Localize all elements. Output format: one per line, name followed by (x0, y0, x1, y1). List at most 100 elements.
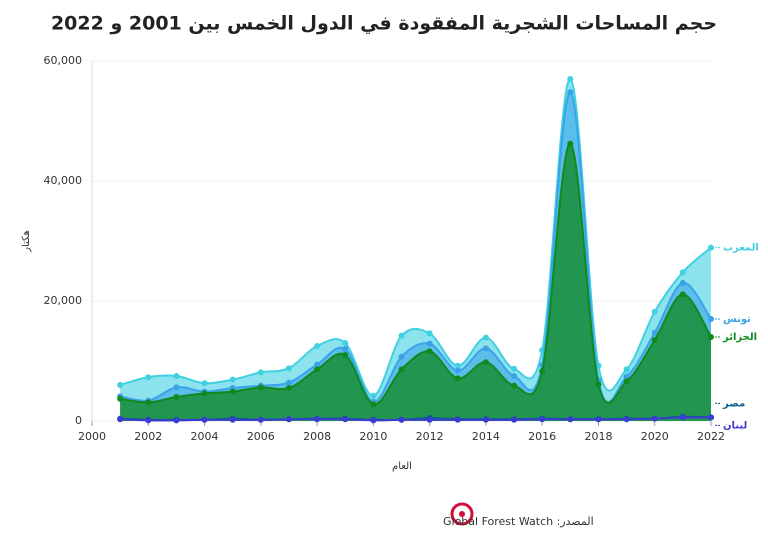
point (426, 330, 433, 337)
point (398, 353, 405, 360)
point (511, 365, 518, 372)
point (708, 334, 714, 340)
y-tick-label: 20,000 (44, 294, 83, 307)
point (342, 340, 349, 346)
point (567, 416, 574, 423)
x-tick-label: 2012 (416, 430, 444, 443)
point (511, 373, 518, 379)
point (708, 244, 714, 251)
point (173, 384, 180, 391)
x-tick-label: 2022 (697, 430, 725, 443)
y-tick-label: 60,000 (44, 54, 83, 67)
point (314, 366, 321, 373)
point (511, 416, 518, 423)
point (679, 280, 686, 286)
area (120, 143, 712, 421)
point (229, 416, 236, 423)
x-tick-label: 2006 (247, 430, 275, 443)
legend-label: الجزائر (722, 332, 757, 343)
point (651, 415, 658, 422)
point (651, 329, 658, 336)
point (679, 291, 686, 298)
point (679, 269, 686, 276)
point (454, 362, 461, 369)
point (511, 382, 518, 389)
point (285, 385, 292, 391)
point (314, 416, 321, 423)
x-axis-label: العام (392, 461, 412, 472)
point (623, 378, 630, 385)
point (342, 416, 349, 423)
legend-label: تونس (723, 314, 751, 325)
point (567, 140, 574, 147)
point (454, 416, 461, 423)
point (257, 384, 264, 391)
point (454, 367, 461, 374)
point (173, 394, 180, 400)
point (145, 399, 152, 406)
point (145, 417, 152, 424)
point (567, 76, 574, 82)
point (708, 414, 714, 421)
point (651, 337, 658, 343)
point (454, 375, 461, 382)
y-tick-label: 40,000 (44, 174, 83, 187)
point (539, 368, 546, 375)
legend-label: المغرب (723, 243, 759, 254)
point (426, 416, 433, 423)
point (623, 366, 630, 373)
point (398, 366, 405, 373)
point (595, 381, 602, 388)
point (539, 416, 546, 423)
x-tick-label: 2010 (359, 430, 387, 443)
point (623, 416, 630, 423)
point (482, 345, 489, 352)
x-tick-label: 2002 (134, 430, 162, 443)
point (117, 395, 124, 402)
point (623, 373, 630, 380)
y-axis-label: هكتار (21, 230, 32, 253)
point (482, 334, 489, 341)
chart-title: حجم المساحات الشجرية المفقودة في الدول ا… (51, 13, 717, 35)
y-tick-label: 0 (75, 414, 82, 427)
point (314, 361, 321, 368)
point (482, 359, 489, 366)
point (229, 376, 236, 383)
point (398, 332, 405, 339)
x-tick-label: 2018 (584, 430, 612, 443)
point (567, 89, 574, 96)
point (201, 390, 208, 397)
x-tick-label: 2004 (191, 430, 219, 443)
point (173, 373, 180, 379)
logo (450, 502, 474, 526)
x-tick-label: 2016 (528, 430, 556, 443)
x-tick-label: 2008 (303, 430, 331, 443)
point (285, 416, 292, 423)
line (120, 416, 712, 422)
point (370, 392, 377, 399)
point (370, 417, 377, 424)
point (173, 417, 180, 424)
x-tick-label: 2020 (641, 430, 669, 443)
point (285, 379, 292, 386)
legend-label: مصر (722, 398, 745, 409)
point (117, 382, 124, 388)
point (708, 316, 714, 322)
point (285, 365, 292, 372)
x-tick-label: 2014 (472, 430, 500, 443)
point (314, 343, 321, 349)
point (201, 416, 208, 423)
legend-label: لبنان (723, 420, 747, 431)
point (679, 414, 686, 421)
point (257, 369, 264, 376)
source: المصدر: Global Forest Watch (443, 515, 594, 528)
point (229, 388, 236, 395)
point (426, 340, 433, 347)
point (117, 416, 124, 423)
point (342, 352, 349, 358)
point (482, 416, 489, 423)
point (651, 308, 658, 315)
point (426, 348, 433, 355)
point (398, 416, 405, 423)
